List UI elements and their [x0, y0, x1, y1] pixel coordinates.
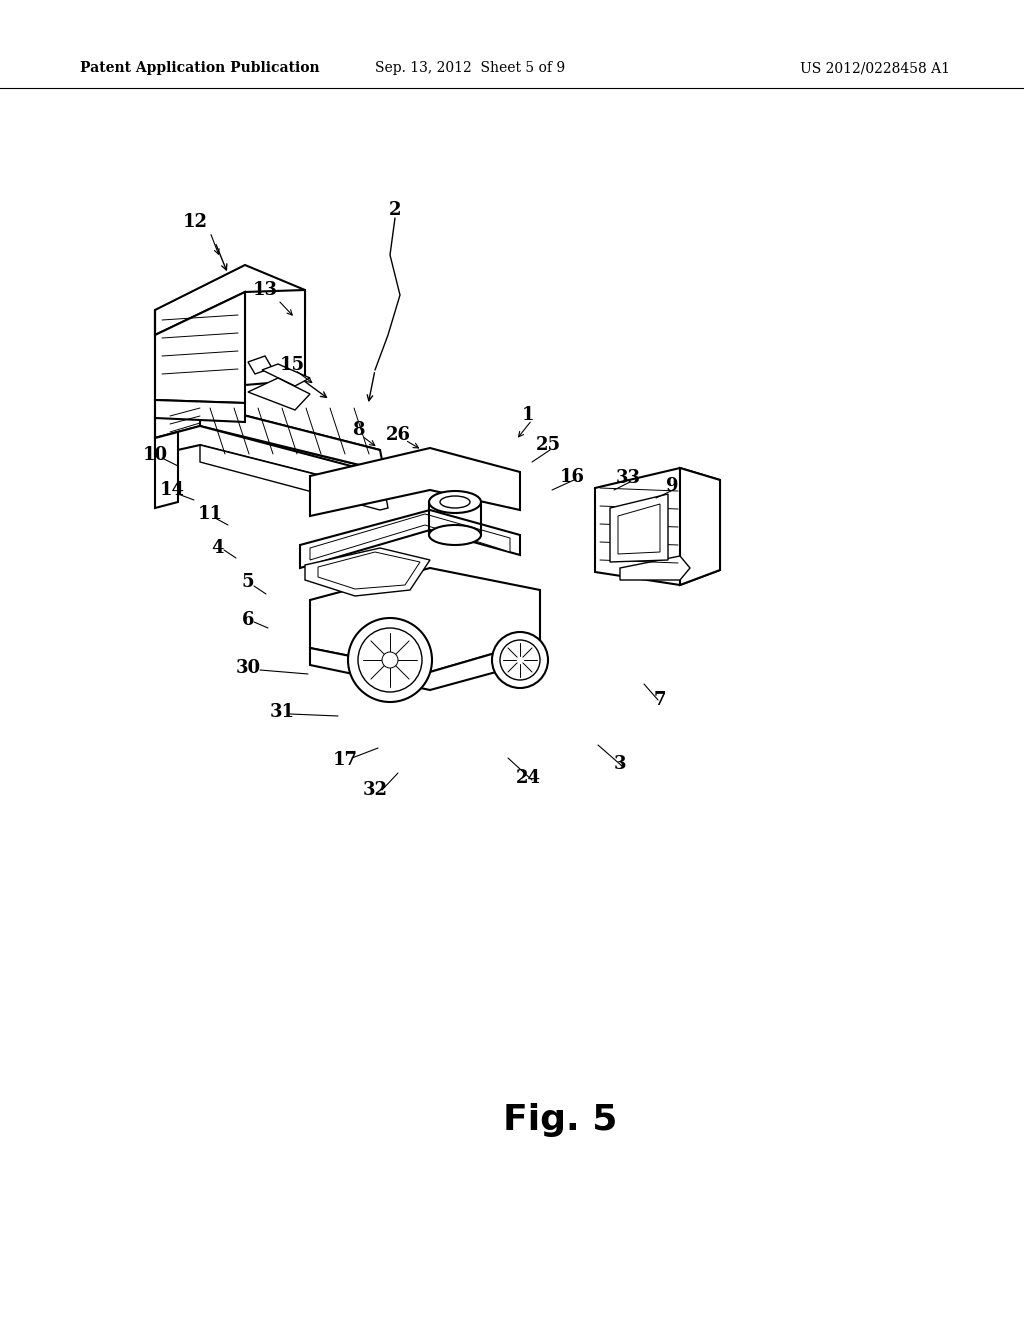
Polygon shape — [680, 469, 720, 585]
Text: US 2012/0228458 A1: US 2012/0228458 A1 — [800, 61, 950, 75]
Polygon shape — [618, 504, 660, 554]
Text: Fig. 5: Fig. 5 — [503, 1104, 617, 1137]
Text: 1: 1 — [522, 407, 535, 424]
Polygon shape — [310, 447, 520, 516]
Polygon shape — [318, 552, 420, 589]
Polygon shape — [620, 556, 690, 579]
Polygon shape — [245, 290, 305, 385]
Polygon shape — [248, 378, 310, 411]
Polygon shape — [300, 510, 520, 568]
Polygon shape — [310, 640, 540, 690]
Text: 32: 32 — [362, 781, 387, 799]
Polygon shape — [595, 469, 720, 585]
Text: Patent Application Publication: Patent Application Publication — [80, 61, 319, 75]
Polygon shape — [200, 404, 385, 475]
Text: 33: 33 — [615, 469, 640, 487]
Polygon shape — [155, 404, 380, 470]
Ellipse shape — [440, 496, 470, 508]
Text: 2: 2 — [389, 201, 401, 219]
Text: 17: 17 — [333, 751, 357, 770]
Polygon shape — [305, 548, 430, 597]
Text: 6: 6 — [242, 611, 254, 630]
Polygon shape — [155, 432, 178, 508]
Polygon shape — [610, 494, 668, 562]
Circle shape — [382, 652, 398, 668]
Ellipse shape — [429, 525, 481, 545]
Text: 3: 3 — [613, 755, 627, 774]
Polygon shape — [262, 364, 310, 385]
Circle shape — [358, 628, 422, 692]
Polygon shape — [310, 568, 540, 672]
Text: Sep. 13, 2012  Sheet 5 of 9: Sep. 13, 2012 Sheet 5 of 9 — [375, 61, 565, 75]
Text: 11: 11 — [198, 506, 222, 523]
Text: 30: 30 — [236, 659, 260, 677]
Polygon shape — [310, 513, 510, 560]
Text: 13: 13 — [253, 281, 278, 300]
Text: 16: 16 — [559, 469, 585, 486]
Text: 14: 14 — [160, 480, 184, 499]
Text: 25: 25 — [536, 436, 560, 454]
Text: 10: 10 — [142, 446, 168, 465]
Text: 7: 7 — [653, 690, 667, 709]
Text: 9: 9 — [666, 477, 678, 495]
Polygon shape — [155, 265, 305, 335]
Text: 12: 12 — [182, 213, 208, 231]
Text: 31: 31 — [269, 704, 295, 721]
Polygon shape — [200, 445, 388, 510]
Circle shape — [500, 640, 540, 680]
Text: 15: 15 — [280, 356, 304, 374]
Circle shape — [348, 618, 432, 702]
Text: 26: 26 — [385, 426, 411, 444]
Text: 4: 4 — [212, 539, 224, 557]
Ellipse shape — [429, 491, 481, 513]
Polygon shape — [155, 292, 245, 403]
Text: 8: 8 — [352, 421, 365, 440]
Polygon shape — [248, 356, 272, 374]
Circle shape — [492, 632, 548, 688]
Polygon shape — [155, 426, 385, 492]
Text: 5: 5 — [242, 573, 254, 591]
Text: 24: 24 — [515, 770, 541, 787]
Polygon shape — [155, 400, 245, 422]
